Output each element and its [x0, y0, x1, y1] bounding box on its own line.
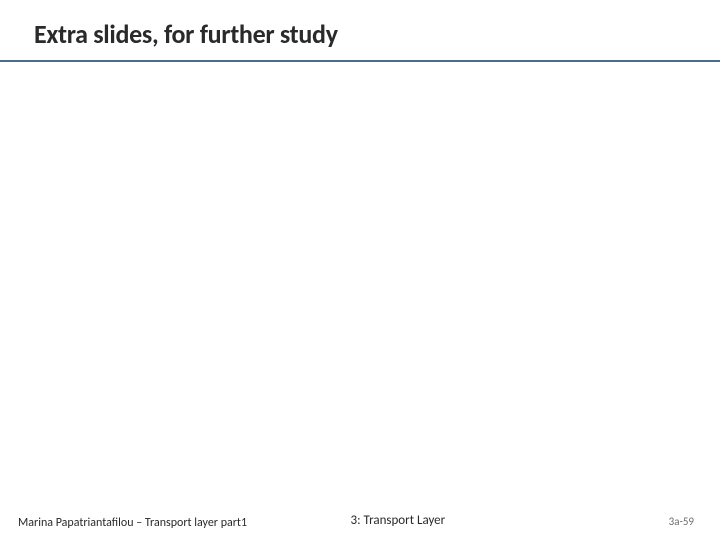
- footer-section: 3: Transport Layer: [351, 513, 446, 528]
- title-underline: [0, 60, 720, 62]
- footer: Marina Papatriantafilou – Transport laye…: [0, 508, 720, 530]
- footer-page-number: 3a-59: [669, 515, 694, 528]
- title-area: Extra slides, for further study: [0, 0, 720, 50]
- slide-title: Extra slides, for further study: [34, 18, 720, 50]
- footer-author: Marina Papatriantafilou – Transport laye…: [18, 516, 247, 530]
